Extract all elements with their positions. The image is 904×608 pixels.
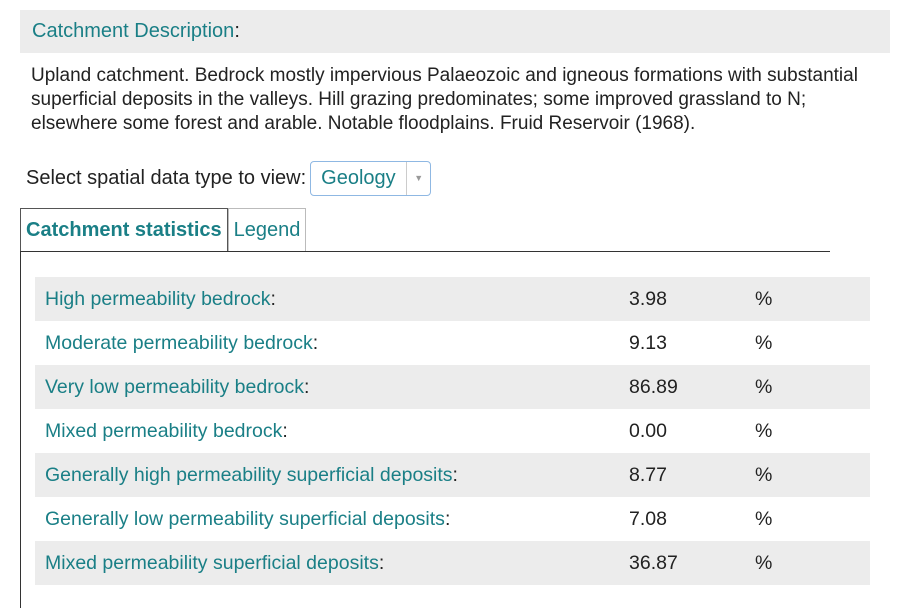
stat-value: 36.87 xyxy=(629,551,678,574)
select-label: Select spatial data type to view: xyxy=(26,166,307,189)
stat-value: 0.00 xyxy=(629,419,667,442)
tab-catchment-statistics[interactable]: Catchment statistics xyxy=(20,208,228,252)
table-row: Mixed permeability bedrock: 0.00 % xyxy=(45,419,773,442)
stat-name: Mixed permeability superficial deposits xyxy=(45,551,379,574)
stat-name: Mixed permeability bedrock xyxy=(45,419,283,442)
stat-unit: % xyxy=(755,463,773,486)
stat-unit: % xyxy=(755,287,773,310)
stat-unit: % xyxy=(755,507,773,530)
description-label: Catchment Description xyxy=(32,20,235,42)
catchment-statistics-table: High permeability bedrock: 3.98 % Modera… xyxy=(35,277,870,585)
stat-value: 8.77 xyxy=(629,463,667,486)
tab-divider xyxy=(20,251,830,252)
chevron-down-icon[interactable]: ▼ xyxy=(406,161,430,195)
panel-border xyxy=(20,251,21,608)
tab-bar: Catchment statistics Legend xyxy=(20,208,307,252)
table-row: Moderate permeability bedrock: 9.13 % xyxy=(45,331,773,354)
stat-name: Generally high permeability superficial … xyxy=(45,463,453,486)
stat-value: 3.98 xyxy=(629,287,667,310)
table-row: High permeability bedrock: 3.98 % xyxy=(35,277,870,321)
description-colon: : xyxy=(234,20,240,42)
table-row: Generally high permeability superficial … xyxy=(35,453,870,497)
stat-unit: % xyxy=(755,331,773,354)
stat-value: 9.13 xyxy=(629,331,667,354)
stat-unit: % xyxy=(755,375,773,398)
stat-name: Very low permeability bedrock xyxy=(45,375,305,398)
table-row: Generally low permeability superficial d… xyxy=(45,507,773,530)
stat-value: 86.89 xyxy=(629,375,678,398)
stat-unit: % xyxy=(755,419,773,442)
spatial-data-type-select[interactable]: Geology ▼ xyxy=(310,160,432,196)
description-text: Upland catchment. Bedrock mostly impervi… xyxy=(31,65,858,134)
stat-name: Generally low permeability superficial d… xyxy=(45,507,445,530)
stat-name: High permeability bedrock xyxy=(45,287,271,310)
spatial-data-select-row: Select spatial data type to view: Geolog… xyxy=(26,160,432,196)
table-row: Very low permeability bedrock: 86.89 % xyxy=(35,365,870,409)
stat-value: 7.08 xyxy=(629,507,667,530)
description-header: Catchment Description: xyxy=(20,10,890,53)
select-value: Geology xyxy=(321,166,396,189)
table-row: Mixed permeability superficial deposits:… xyxy=(35,541,870,585)
stat-name: Moderate permeability bedrock xyxy=(45,331,313,354)
stat-unit: % xyxy=(755,551,773,574)
tab-legend[interactable]: Legend xyxy=(227,208,307,252)
